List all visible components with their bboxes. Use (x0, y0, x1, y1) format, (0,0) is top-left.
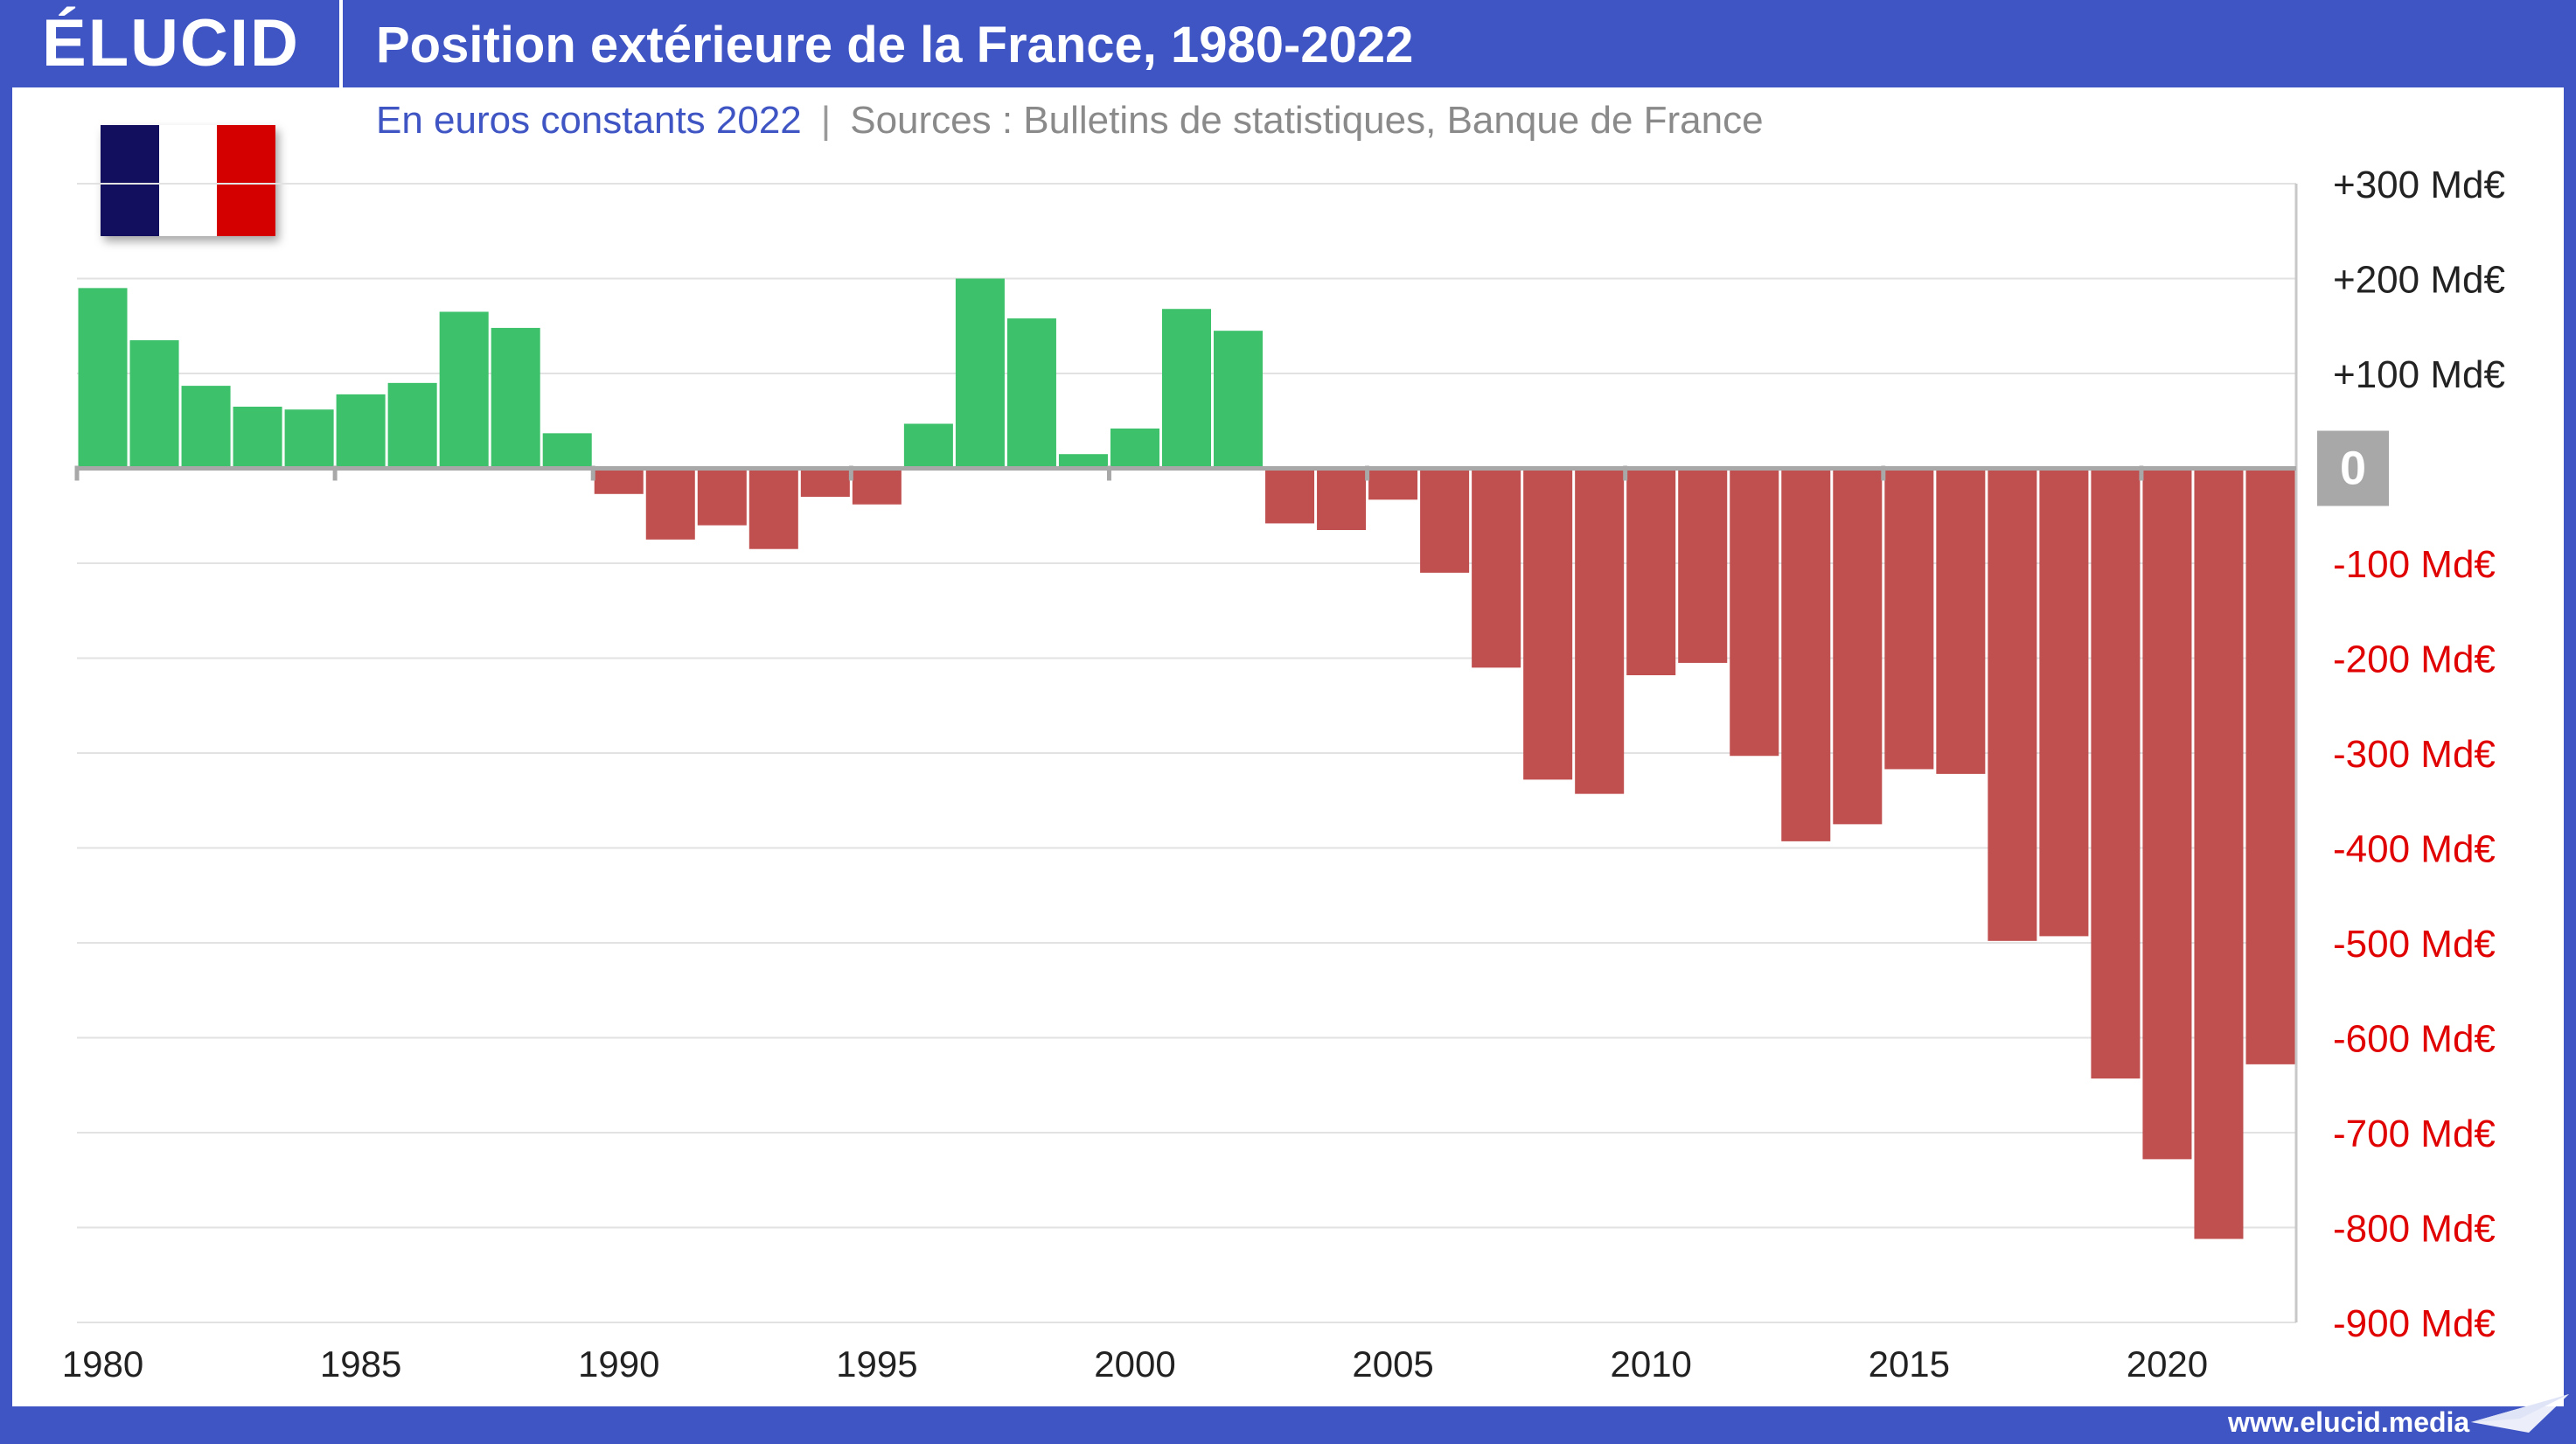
bar-1990 (594, 468, 644, 494)
bar-2011 (1678, 468, 1728, 663)
bar-1982 (181, 386, 231, 469)
bar-2001 (1161, 309, 1212, 469)
y-tick-label-zero: 0 (2340, 443, 2366, 495)
bar-2021 (2194, 468, 2244, 1239)
y-tick-label: -200 Md€ (2333, 638, 2496, 681)
zero-badge (2317, 430, 2389, 506)
x-tick-label-1985: 1985 (320, 1343, 401, 1385)
bar-1992 (697, 468, 747, 526)
subtitle-sources: Sources : Bulletins de statistiques, Ban… (850, 99, 1764, 142)
bar-1999 (1058, 454, 1108, 469)
x-tick-label-2000: 2000 (1094, 1343, 1175, 1385)
bar-2012 (1730, 468, 1779, 757)
bar-2000 (1110, 428, 1159, 469)
bar-1997 (955, 278, 1005, 469)
x-tick-label-2005: 2005 (1352, 1343, 1433, 1385)
bar-2013 (1781, 468, 1831, 841)
y-tick-label: -600 Md€ (2333, 1018, 2496, 1061)
bar-2003 (1265, 468, 1315, 524)
subtitle-units: En euros constants 2022 (376, 99, 802, 142)
bar-2007 (1472, 468, 1521, 668)
bar-2020 (2142, 468, 2192, 1160)
bar-1986 (387, 382, 437, 469)
y-tick-label: -700 Md€ (2333, 1113, 2496, 1155)
bar-2022 (2245, 468, 2295, 1064)
flag-red-band (217, 125, 276, 236)
bar-2009 (1575, 468, 1625, 794)
bar-2010 (1626, 468, 1676, 676)
chart-subtitle: En euros constants 2022 | Sources : Bullet… (376, 94, 1764, 147)
header-divider (339, 0, 343, 87)
bar-1985 (336, 394, 386, 469)
footer-url[interactable]: www.elucid.media (2228, 1406, 2470, 1438)
y-tick-label: +100 Md€ (2333, 353, 2505, 396)
bar-1989 (542, 433, 592, 469)
subtitle-separator: | (820, 99, 832, 142)
x-tick-label-2010: 2010 (1610, 1343, 1691, 1385)
bar-1996 (903, 423, 953, 469)
bar-2002 (1214, 331, 1264, 469)
bar-2014 (1833, 468, 1883, 825)
chart-title: Position extérieure de la France, 1980-2… (376, 17, 1414, 73)
bar-2005 (1368, 468, 1418, 500)
bar-2008 (1523, 468, 1573, 780)
bar-1984 (284, 409, 334, 469)
bar-1987 (439, 311, 489, 469)
y-tick-label: -500 Md€ (2333, 923, 2496, 966)
paper-plane-icon (2471, 1394, 2569, 1433)
bar-1980 (78, 288, 128, 469)
flag-blue-band (101, 125, 159, 236)
bar-1981 (129, 340, 179, 469)
flag-white-band (158, 125, 218, 236)
bar-2006 (1420, 468, 1470, 573)
x-tick-label-2015: 2015 (1869, 1343, 1950, 1385)
x-tick-label-1980: 1980 (62, 1343, 143, 1385)
y-tick-label: -400 Md€ (2333, 828, 2496, 871)
bar-2016 (1936, 468, 1986, 774)
header-bar: ÉLUCID Position extérieure de la France,… (0, 0, 2576, 87)
bar-1991 (645, 468, 695, 540)
france-flag-icon (101, 125, 276, 236)
bar-1998 (1006, 318, 1056, 469)
bar-1983 (233, 406, 282, 469)
bar-2019 (2091, 468, 2141, 1079)
bar-2004 (1317, 468, 1367, 531)
y-tick-label: +200 Md€ (2333, 259, 2505, 302)
elucid-logo[interactable]: ÉLUCID (42, 6, 300, 80)
x-tick-label-2020: 2020 (2127, 1343, 2208, 1385)
y-tick-label: +300 Md€ (2333, 164, 2505, 206)
bar-1994 (800, 468, 850, 498)
y-tick-label: -100 Md€ (2333, 543, 2496, 586)
bar-2015 (1884, 468, 1934, 770)
x-tick-label-1990: 1990 (578, 1343, 659, 1385)
bar-2018 (2039, 468, 2089, 937)
x-tick-label-1995: 1995 (836, 1343, 917, 1385)
bar-1995 (852, 468, 902, 505)
y-tick-label: -900 Md€ (2333, 1302, 2496, 1345)
bar-1993 (748, 468, 798, 549)
bar-2017 (1988, 468, 2037, 941)
y-tick-label: -300 Md€ (2333, 733, 2496, 776)
bar-1988 (491, 327, 540, 469)
y-tick-label: -800 Md€ (2333, 1208, 2496, 1251)
